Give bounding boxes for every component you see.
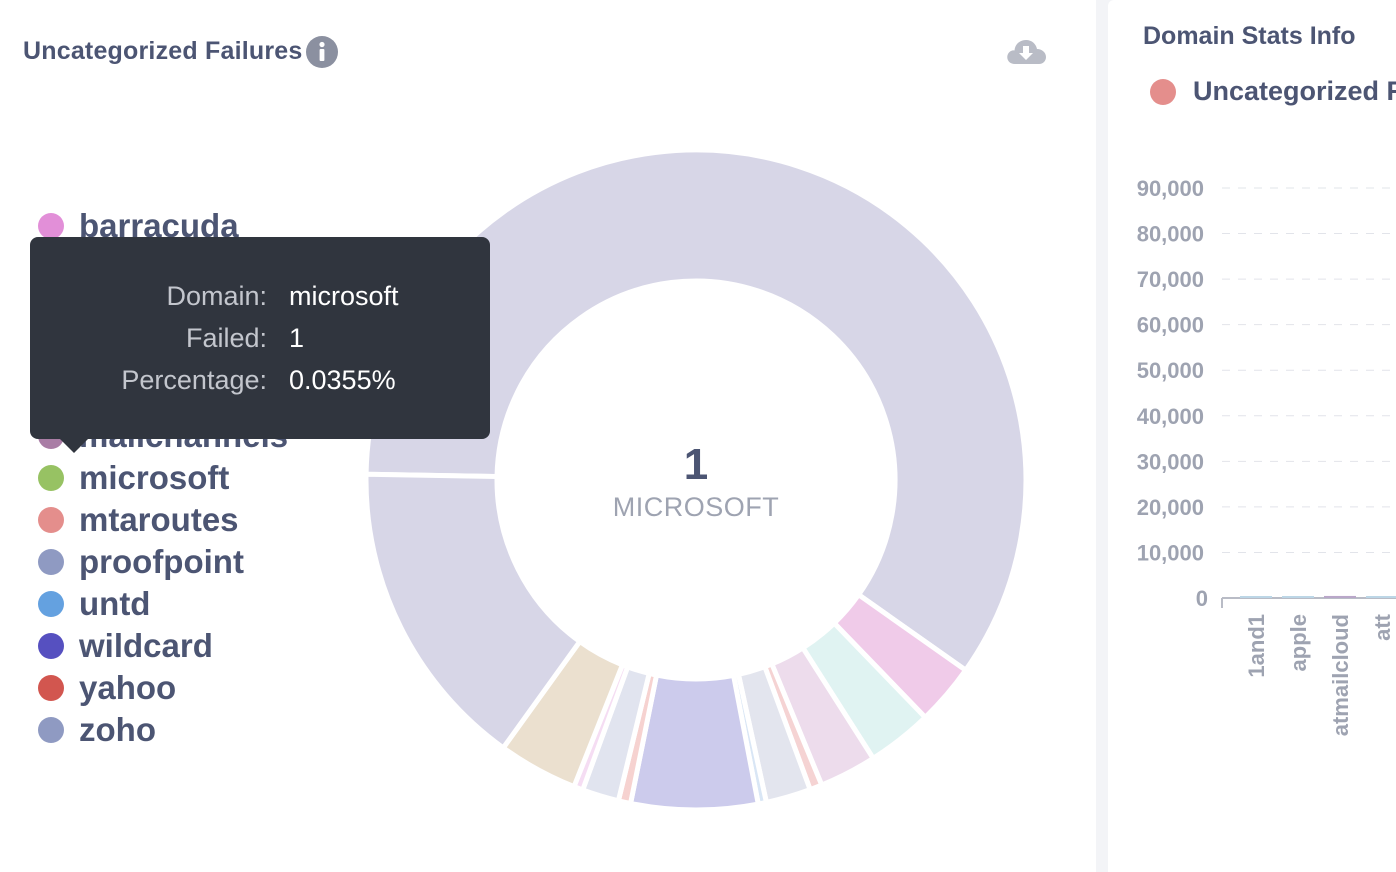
y-tick-label: 50,000: [1137, 358, 1204, 383]
legend-dot: [38, 633, 64, 659]
legend-label: mtaroutes: [79, 501, 239, 538]
donut-chart: [363, 147, 1029, 813]
donut-center-label: MICROSOFT: [612, 492, 780, 522]
x-tick-label: apple: [1286, 614, 1311, 671]
y-tick-label: 90,000: [1137, 176, 1204, 201]
y-tick-label: 40,000: [1137, 404, 1204, 429]
donut-center-value: 1: [683, 440, 709, 489]
domain-stats-bar-chart: 90,000 80,000 70,000 60,000 50,000 40,000 30,0…: [1137, 176, 1396, 736]
legend-label: untd: [79, 585, 151, 622]
bar-att[interactable]: [1366, 596, 1396, 598]
tooltip-domain-value: microsoft: [289, 281, 399, 311]
bar-legend-dot: [1150, 78, 1176, 105]
domain-stats-title: Domain Stats Info: [1143, 22, 1356, 50]
donut-slice[interactable]: [363, 471, 584, 752]
legend-label: zoho: [79, 711, 156, 748]
legend-dot: [38, 591, 64, 617]
y-tick-label: 0: [1196, 586, 1208, 611]
uncategorized-failures-card: Uncategorized Failures barracudamailchan…: [0, 0, 1096, 872]
legend-label: proofpoint: [79, 543, 244, 580]
bar-apple[interactable]: [1282, 596, 1314, 598]
legend-dot: [38, 213, 64, 239]
tooltip-domain-key: Domain:: [166, 281, 267, 311]
x-axis: [1221, 597, 1396, 608]
info-icon[interactable]: [306, 36, 338, 68]
domain-stats-card: [1108, 0, 1396, 872]
bar-1and1[interactable]: [1240, 596, 1272, 598]
legend-item-microsoft[interactable]: microsoft: [38, 457, 288, 499]
legend-label: wildcard: [79, 627, 213, 664]
x-tick-label: 1and1: [1244, 614, 1269, 678]
tooltip-percentage-value: 0.0355%: [289, 365, 396, 395]
bar-legend-label: Uncategorized Fa: [1193, 76, 1396, 106]
legend-dot: [38, 465, 64, 491]
legend-dot: [38, 717, 64, 743]
legend-item-yahoo[interactable]: yahoo: [38, 667, 288, 709]
legend-dot: [38, 675, 64, 701]
y-tick-label: 10,000: [1137, 540, 1204, 565]
donut-slice[interactable]: [363, 147, 1029, 674]
tooltip-failed-value: 1: [289, 323, 305, 353]
legend-item-proofpoint[interactable]: proofpoint: [38, 541, 288, 583]
y-tick-label: 80,000: [1137, 222, 1204, 247]
bar-legend-item[interactable]: Uncategorized Fa: [1150, 76, 1396, 107]
tooltip-percentage-key: Percentage:: [121, 365, 267, 395]
y-tick-label: 60,000: [1137, 313, 1204, 338]
x-tick-label: att: [1370, 613, 1395, 641]
y-tick-label: 20,000: [1137, 495, 1204, 520]
chart-tooltip: Domain: microsoft Failed: 1 Percentage: …: [30, 237, 490, 453]
legend-label: microsoft: [79, 459, 230, 496]
legend-dot: [38, 549, 64, 575]
x-tick-label: atmailcloud: [1328, 614, 1353, 736]
legend-dot: [38, 507, 64, 533]
legend-item-wildcard[interactable]: wildcard: [38, 625, 288, 667]
bar-atmailcloud[interactable]: [1324, 595, 1356, 598]
legend-label: yahoo: [79, 669, 177, 706]
cloud-download-icon[interactable]: [1004, 36, 1048, 68]
tooltip-failed-key: Failed:: [185, 323, 267, 353]
y-tick-label: 70,000: [1137, 267, 1204, 292]
legend-item-mtaroutes[interactable]: mtaroutes: [38, 499, 288, 541]
legend-item-untd[interactable]: untd: [38, 583, 288, 625]
y-tick-label: 30,000: [1137, 449, 1204, 474]
legend-item-zoho[interactable]: zoho: [38, 709, 288, 751]
card-title: Uncategorized Failures: [23, 37, 303, 65]
